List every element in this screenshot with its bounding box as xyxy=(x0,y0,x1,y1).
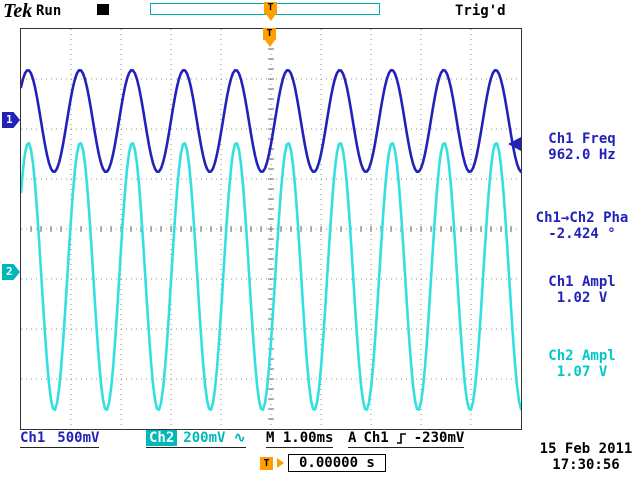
trigger-readout: A Ch1 -230mV xyxy=(348,430,465,448)
trigger-position-readout: T 0.00000 s xyxy=(260,454,386,472)
ch1-label: Ch1 xyxy=(20,430,46,446)
measurement-value: 1.07 V xyxy=(556,364,608,380)
ch2-label: Ch2 xyxy=(146,430,178,446)
datetime: 15 Feb 2011 17:30:56 xyxy=(534,441,638,473)
trigger-time-marker-icon: T xyxy=(263,28,276,47)
down-arrow-icon xyxy=(264,40,275,47)
measurement-value: -2.424 ° xyxy=(548,226,616,242)
ch2-ground-marker: 2 xyxy=(2,264,20,280)
rising-edge-icon xyxy=(396,433,406,444)
waveform-display xyxy=(21,29,521,429)
readout-bar: Ch1 500mV Ch2 200mV ∿ M 1.00ms A Ch1 -230m… xyxy=(0,430,640,448)
measurement-label: Ch1 Freq xyxy=(548,131,616,147)
measurement-value: 962.0 Hz xyxy=(548,147,616,163)
measurement-ch2-ampl: Ch2 Ampl 1.07 V xyxy=(524,348,640,380)
ch1-scale-readout: Ch1 500mV xyxy=(20,430,100,448)
ch1-ground-marker: 1 xyxy=(2,112,20,128)
down-arrow-icon xyxy=(265,14,276,21)
trigger-marker-letter: T xyxy=(266,28,273,39)
trigger-type: A xyxy=(348,430,357,446)
ch2-scale-readout: Ch2 200mV ∿ xyxy=(146,430,246,448)
ch1-scale: 500mV xyxy=(57,430,100,446)
ch2-scale: 200mV xyxy=(183,430,226,446)
graticule xyxy=(20,28,522,430)
acquisition-status: Run xyxy=(36,3,62,19)
measurement-ch1-freq: Ch1 Freq 962.0 Hz xyxy=(524,131,640,163)
measurement-label: Ch1→Ch2 Pha xyxy=(535,210,629,226)
trigger-status: Trig'd xyxy=(455,3,506,19)
trigger-level: -230mV xyxy=(413,430,465,446)
trigger-marker-letter: T xyxy=(267,2,274,13)
trigger-position-value: 0.00000 s xyxy=(288,454,386,472)
measurement-label: Ch2 Ampl xyxy=(548,348,616,364)
measurement-ch1-ch2-phase: Ch1→Ch2 Pha -2.424 ° xyxy=(524,210,640,242)
measurement-ch1-ampl: Ch1 Ampl 1.02 V xyxy=(524,274,640,306)
trigger-position-marker-icon: T xyxy=(264,2,277,21)
right-arrow-icon xyxy=(277,458,284,468)
measurement-label: Ch1 Ampl xyxy=(548,274,616,290)
measurement-value: 1.02 V xyxy=(556,290,608,306)
trigger-marker-icon: T xyxy=(260,456,273,470)
acq-indicator-block xyxy=(97,4,109,15)
ch2-coupling-icon: ∿ xyxy=(233,430,246,446)
date: 15 Feb 2011 xyxy=(539,441,633,457)
time: 17:30:56 xyxy=(552,457,620,473)
timebase-readout: M 1.00ms xyxy=(266,430,334,448)
trigger-level-arrow-icon xyxy=(508,137,521,151)
brand-logo: Tek xyxy=(3,0,33,22)
trigger-source: Ch1 xyxy=(363,430,389,446)
